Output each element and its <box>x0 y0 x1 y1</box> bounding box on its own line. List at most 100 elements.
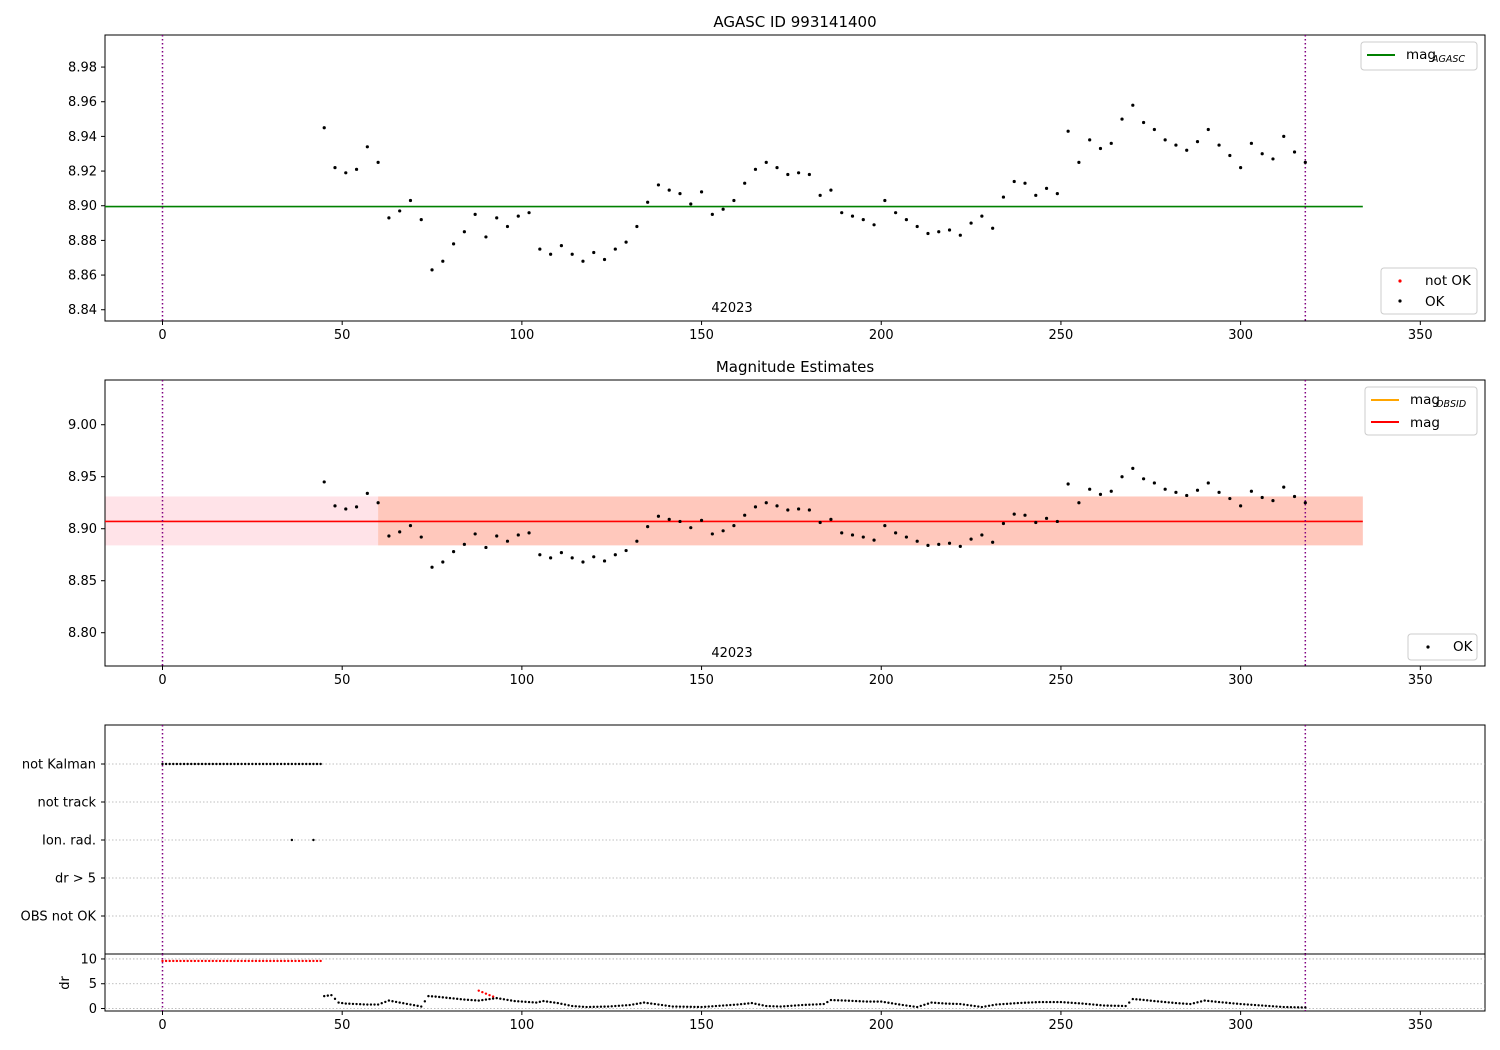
dr-ok-point <box>711 1005 714 1008</box>
dr-ok-point <box>869 1000 872 1003</box>
ok-point <box>947 541 952 545</box>
dr-ok-point <box>700 1005 703 1009</box>
ok-point <box>689 202 693 206</box>
ok-point <box>861 218 865 222</box>
legend-mag[interactable]: mag OBSID mag <box>1364 386 1478 436</box>
ok-point <box>354 505 359 509</box>
dr-ok-point <box>1293 1006 1296 1009</box>
dr-notok-point <box>258 959 261 963</box>
dr-ok-point <box>973 1004 976 1008</box>
ok-point <box>1055 192 1059 196</box>
dr-notok-point <box>308 959 312 963</box>
dr-ok-point <box>930 1001 933 1004</box>
panel1-y-tick-label: 8.86 <box>68 269 97 284</box>
ok-point <box>570 252 574 256</box>
ok-point <box>1228 496 1232 501</box>
dr-ok-point <box>1243 1003 1246 1006</box>
legend-agasc-sub: AGASC <box>1431 54 1465 65</box>
dr-ok-point <box>944 1002 948 1005</box>
dr-ok-point <box>1142 998 1145 1002</box>
panel2-x-tick-label: 200 <box>869 673 894 688</box>
ok-point <box>538 553 542 557</box>
dr-ok-point <box>998 1003 1002 1006</box>
dr-ok-point <box>1084 1002 1088 1006</box>
ok-point <box>516 533 520 537</box>
ok-point <box>365 145 369 149</box>
dr-ok-point <box>603 1005 606 1008</box>
ok-point <box>1228 153 1232 158</box>
dr-ok-point <box>434 995 437 998</box>
dr-ok-point <box>398 1001 401 1004</box>
dr-ok-point <box>714 1004 718 1008</box>
flag-not-kalman-point <box>279 762 283 766</box>
ok-point <box>926 231 930 236</box>
flag-not-kalman-point <box>315 762 319 766</box>
ok-point <box>753 505 758 509</box>
dr-ok-point <box>1045 1000 1048 1004</box>
dr-notok-point <box>222 959 225 963</box>
dr-ok-point <box>844 999 847 1002</box>
flag-not-kalman-point <box>175 762 179 766</box>
ok-point <box>1174 490 1178 494</box>
dr-notok-point <box>225 959 229 963</box>
dr-ok-point <box>865 1000 869 1003</box>
ok-point <box>1098 492 1103 496</box>
ok-point <box>1012 179 1016 184</box>
flag-not-kalman-point <box>251 762 254 766</box>
dr-ok-point <box>394 1000 398 1004</box>
panel2-x-tick-label: 150 <box>689 673 714 688</box>
legend-agasc-box <box>1360 41 1478 71</box>
ok-point <box>473 532 477 536</box>
panel4-obsid-boundaries <box>161 954 1307 1011</box>
dr-ok-point <box>883 1000 887 1004</box>
ok-point <box>1001 195 1006 199</box>
dr-ok-point <box>1174 1001 1178 1005</box>
ok-point <box>732 524 736 528</box>
panel2-x-tick-label: 300 <box>1228 673 1253 688</box>
dr-ok-point <box>901 1003 905 1007</box>
dr-ok-point <box>1163 1000 1167 1004</box>
flag-not-kalman-point <box>161 762 164 766</box>
ok-point <box>840 211 844 215</box>
flag-not-kalman-point <box>225 762 229 766</box>
dr-ok-point <box>1228 1001 1232 1005</box>
dr-ok-point <box>811 1003 815 1006</box>
dr-ok-point <box>664 1004 667 1007</box>
panel1-x-tick-label: 100 <box>509 328 534 343</box>
dr-ok-point <box>1020 1001 1023 1005</box>
dr-ok-point <box>1145 999 1149 1002</box>
ok-point <box>333 166 337 170</box>
ok-point <box>624 240 628 244</box>
dr-notok-point <box>254 959 258 963</box>
legend-agasc[interactable]: mag AGASC <box>1360 41 1478 71</box>
dr-ok-point <box>793 1004 797 1007</box>
ok-point <box>775 166 779 170</box>
dr-ok-point <box>955 1002 958 1006</box>
dr-ok-point <box>675 1005 678 1008</box>
legend-points[interactable]: not OK OK <box>1380 267 1478 315</box>
dr-ok-point <box>1030 1001 1034 1004</box>
ok-point <box>602 257 607 262</box>
dr-ok-point <box>1239 1002 1242 1006</box>
dr-ok-point <box>657 1003 660 1006</box>
dr-ok-point <box>1070 1001 1073 1005</box>
dr-ok-point <box>693 1005 696 1009</box>
ok-point <box>1055 519 1059 524</box>
dr-ok-point <box>495 996 498 1000</box>
dr-ok-point <box>538 1000 542 1004</box>
ok-point <box>1249 141 1254 145</box>
dr-ok-point <box>484 998 488 1001</box>
dr-ok-point <box>650 1002 653 1005</box>
dr-ok-point <box>628 1003 631 1007</box>
panel-magnitude-estimates: Magnitude Estimates 8.80 8.85 8.90 8.95 9.00… <box>68 358 1486 688</box>
panel3-obsid-boundaries <box>161 725 1307 954</box>
legend-points2[interactable]: OK <box>1407 633 1478 661</box>
panel2-y-tick-label: 8.80 <box>68 626 97 641</box>
dr-ok-point <box>621 1004 624 1007</box>
dr-notok-point <box>297 959 301 963</box>
ok-point <box>1044 516 1049 520</box>
ok-point <box>991 226 995 230</box>
dr-ok-point <box>427 994 430 998</box>
panel4-frame <box>104 953 1486 1012</box>
panel1-y-tick-label: 8.90 <box>68 199 97 214</box>
